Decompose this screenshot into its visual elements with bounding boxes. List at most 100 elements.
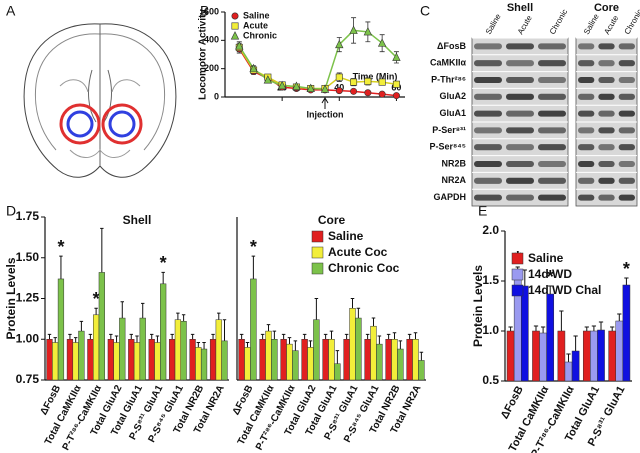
legend-swatch xyxy=(311,262,324,275)
bar xyxy=(355,317,362,381)
panel-label: A xyxy=(6,3,16,19)
error-bar xyxy=(266,324,271,332)
error-bar xyxy=(610,326,615,331)
marker xyxy=(392,92,400,100)
error-bar xyxy=(47,333,52,340)
blot-band xyxy=(506,93,534,100)
blot-band xyxy=(618,43,635,50)
y-axis-label: Locomotor Activity xyxy=(198,9,209,100)
error-bar xyxy=(217,312,221,320)
blot-band xyxy=(578,177,595,184)
bar xyxy=(169,339,176,381)
y-tick-label: 400 xyxy=(204,35,219,45)
bar xyxy=(139,317,146,381)
marker xyxy=(364,77,372,85)
blot-band xyxy=(618,160,635,168)
y-tick-label: 1.75 xyxy=(16,209,40,223)
y-tick-label: 600 xyxy=(204,6,219,16)
error-bar xyxy=(559,310,564,331)
error-bar xyxy=(392,332,397,340)
legend-label: Acute Coc xyxy=(328,245,388,259)
blot-region: Core xyxy=(594,2,619,14)
marker xyxy=(335,73,343,81)
blot-band xyxy=(598,194,615,201)
legend-label: 14d WD Chal xyxy=(528,283,601,297)
significance-mark: * xyxy=(250,237,257,257)
bar xyxy=(221,340,228,381)
bar xyxy=(259,339,266,381)
error-bar xyxy=(176,312,180,320)
marker xyxy=(277,80,287,90)
error-bar xyxy=(356,307,361,319)
blot-band xyxy=(538,76,566,84)
marker xyxy=(378,78,386,86)
error-bar xyxy=(79,320,84,332)
bar xyxy=(571,350,580,382)
blot-row-label: CaMKIIα xyxy=(430,58,467,68)
panel-label: E xyxy=(478,203,487,219)
error-bar xyxy=(365,333,370,340)
bar xyxy=(597,329,605,382)
bar xyxy=(87,339,94,381)
error-bar xyxy=(419,351,424,361)
bar xyxy=(418,360,425,381)
error-bar xyxy=(584,326,589,331)
error-bar xyxy=(141,302,145,319)
blot-band xyxy=(598,110,615,117)
blot-band xyxy=(474,127,502,134)
legend-label: 14d WD xyxy=(528,267,572,281)
marker xyxy=(235,41,244,50)
error-bar xyxy=(598,321,604,330)
bar xyxy=(322,339,329,381)
significance-mark: * xyxy=(547,267,554,287)
legend-swatch xyxy=(311,230,324,243)
blot-band xyxy=(538,43,566,50)
blot-band xyxy=(474,144,502,151)
bar xyxy=(391,339,398,381)
marker xyxy=(378,90,386,98)
blot-band xyxy=(474,177,502,184)
legend-label: Chronic xyxy=(243,30,277,40)
error-bar xyxy=(94,307,98,315)
error-bar xyxy=(202,342,206,350)
y-tick-label: 1.25 xyxy=(16,291,40,305)
bar xyxy=(107,339,114,381)
bar xyxy=(200,348,208,381)
blot-lane-label: Acute xyxy=(602,13,620,36)
bar xyxy=(506,330,515,382)
bar xyxy=(412,339,419,381)
annotation-arrowhead xyxy=(321,97,329,104)
legend-swatch xyxy=(511,284,524,297)
bar xyxy=(265,330,272,381)
bar xyxy=(174,319,182,381)
error-bar xyxy=(314,298,319,320)
bar xyxy=(72,342,79,381)
marker xyxy=(249,63,258,73)
bar xyxy=(364,339,371,381)
blot-band xyxy=(598,160,615,168)
legend-swatch xyxy=(511,252,524,265)
error-bar xyxy=(73,337,78,343)
blot-band xyxy=(474,110,502,117)
brain-midline xyxy=(88,24,112,166)
error-bar xyxy=(161,271,165,284)
blot-band xyxy=(538,127,566,134)
bar xyxy=(539,332,547,382)
bar xyxy=(189,339,196,381)
error-bar xyxy=(323,333,328,340)
bar xyxy=(160,283,167,381)
bar xyxy=(301,339,308,381)
bar xyxy=(557,330,566,382)
legend-label: Saline xyxy=(243,10,270,20)
error-bar xyxy=(59,255,63,279)
error-bar xyxy=(281,333,286,340)
blot-lane-label: Saline xyxy=(484,12,503,36)
marker xyxy=(350,78,358,86)
panel-label: B xyxy=(200,3,209,19)
blot-band xyxy=(598,60,615,67)
blot-band xyxy=(474,93,502,100)
blot-band xyxy=(506,110,534,117)
error-bar xyxy=(272,330,277,340)
core-region-right xyxy=(108,110,136,138)
blot-band xyxy=(506,127,534,134)
